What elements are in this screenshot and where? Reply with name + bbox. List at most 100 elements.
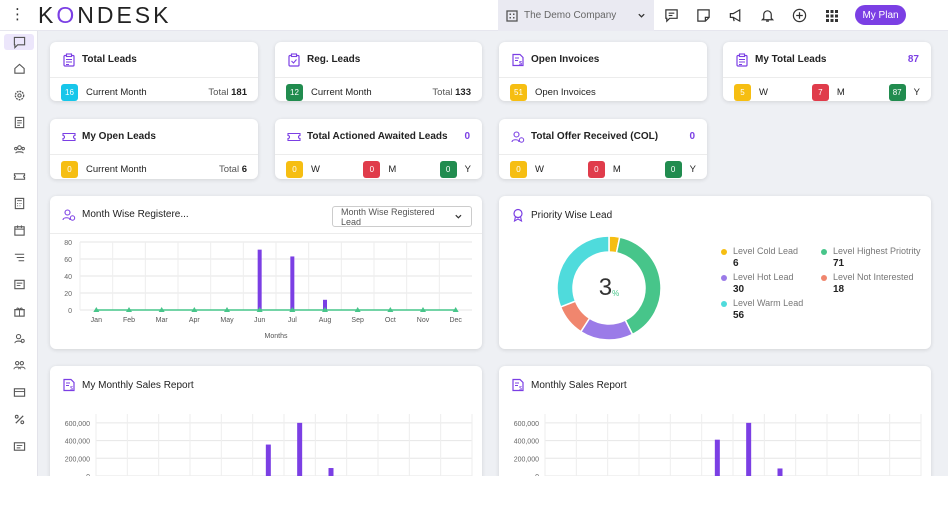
sidebar-item-chat[interactable]: [4, 34, 34, 50]
legend-item[interactable]: Level Hot Lead 30: [721, 272, 794, 295]
sidebar-item-users[interactable]: [11, 141, 27, 157]
list-icon: [14, 253, 24, 261]
plus-circle-icon[interactable]: [790, 6, 809, 25]
megaphone-icon[interactable]: [726, 6, 745, 25]
user-offer-icon: [62, 208, 76, 221]
chat-icon[interactable]: [662, 6, 681, 25]
sidebar-item-home[interactable]: [11, 60, 27, 76]
card-total-leads[interactable]: Total Leads 16 Current Month Total 181: [50, 42, 258, 101]
line-point: [289, 307, 296, 312]
period-label: W: [535, 163, 544, 175]
sidebar-item-calculator[interactable]: [11, 195, 27, 211]
priority-wise-panel: Priority Wise Lead 3% Level Cold Lead 6 Le…: [499, 196, 931, 349]
sidebar-item-cards[interactable]: [11, 384, 27, 400]
sidebar-item-calendar[interactable]: [11, 222, 27, 238]
y-tick-label: 600,000: [514, 421, 539, 428]
card-reg-leads[interactable]: Reg. Leads 12 Current Month Total 133: [275, 42, 482, 101]
donut-slice: [615, 236, 662, 336]
ticket-icon: [287, 132, 301, 141]
sidebar-item-invoices[interactable]: [11, 276, 27, 292]
period-label: Y: [464, 163, 471, 175]
count-badge: 0: [510, 160, 527, 178]
logo-part: K: [38, 2, 57, 28]
panel-header: $ My Monthly Sales Report: [50, 366, 482, 404]
card-count: 87: [907, 54, 919, 65]
x-tick-label: Mar: [156, 317, 169, 324]
monthly-sales-panel: $ Monthly Sales Report 0 200,000 400,000 60…: [499, 366, 931, 476]
sidebar-item-documents[interactable]: [11, 114, 27, 130]
award-icon: [513, 208, 523, 222]
grid-icon[interactable]: [822, 6, 841, 25]
menu-icon[interactable]: ⋮: [10, 6, 25, 23]
bar: [328, 468, 334, 476]
total-label: Total: [218, 163, 240, 175]
card-title: Total Actioned Awaited Leads: [307, 131, 448, 142]
bar: [714, 439, 720, 476]
y-tick-label: 40: [64, 274, 72, 281]
chevron-down-icon: [455, 214, 462, 219]
sidebar-item-settings[interactable]: [11, 87, 27, 103]
sidebar-item-people[interactable]: [11, 357, 27, 373]
count-badge: 51: [510, 83, 527, 101]
count-badge: 0: [61, 160, 78, 178]
company-selector[interactable]: The Demo Company: [498, 0, 654, 31]
card-title: My Total Leads: [755, 54, 827, 65]
clipboard-icon: [736, 52, 748, 67]
clipboard-icon: [63, 52, 75, 67]
card-icon: [13, 387, 25, 397]
panel-title: Monthly Sales Report: [531, 379, 627, 391]
legend-item[interactable]: Level Warm Lead 56: [721, 298, 803, 321]
count-badge: 16: [61, 83, 78, 101]
count-badge: 0: [439, 160, 457, 178]
sidebar-item-discounts[interactable]: [11, 411, 27, 427]
panel-title: Priority Wise Lead: [531, 209, 613, 221]
y-tick-label: 20: [64, 291, 72, 298]
period-label: Current Month: [86, 163, 147, 175]
bell-icon[interactable]: [758, 6, 777, 25]
my-monthly-sales-panel: $ My Monthly Sales Report 0 200,000 400,00…: [50, 366, 482, 476]
ticket-icon: [62, 132, 76, 141]
legend-dot: [821, 274, 827, 281]
user-group-icon: [13, 333, 25, 343]
my-monthly-sales-chart: 0 200,000 400,000 600,000: [65, 414, 473, 476]
ticket-icon: [13, 172, 25, 180]
sidebar-item-contacts[interactable]: [11, 330, 27, 346]
legend-item[interactable]: Level Highest Priotrity 71: [821, 246, 921, 269]
card-my-open-leads[interactable]: My Open Leads 0 Current Month Total 6: [50, 119, 258, 179]
building-icon: [506, 9, 518, 22]
panel-header: $ Monthly Sales Report: [499, 366, 931, 404]
bar: [746, 422, 752, 476]
note-icon[interactable]: [694, 6, 713, 25]
legend-item[interactable]: Level Not Interested 18: [821, 272, 914, 295]
count-badge: 12: [286, 83, 303, 101]
sidebar-item-tickets[interactable]: [11, 168, 27, 184]
sidebar-item-receipts[interactable]: [11, 438, 27, 454]
my-plan-button[interactable]: My Plan: [855, 5, 906, 25]
bar: [297, 422, 303, 476]
logo[interactable]: KONDESK: [38, 3, 171, 27]
line-point: [191, 307, 198, 312]
legend-label: Level Cold Lead: [733, 246, 799, 256]
line-point: [93, 307, 100, 312]
sidebar-item-list[interactable]: [11, 249, 27, 265]
period-label: M: [836, 86, 845, 98]
bar: [323, 299, 327, 310]
total-label: Total: [208, 86, 229, 98]
chart-type-select[interactable]: Month Wise Registered Lead: [332, 206, 472, 227]
legend-value: 6: [733, 258, 739, 269]
y-tick-label: 0: [68, 308, 72, 315]
x-tick-label: Aug: [319, 317, 332, 324]
card-open-invoices[interactable]: $ Open Invoices 51 Open Invoices: [499, 42, 707, 101]
count-badge: 0: [587, 160, 605, 178]
legend-item[interactable]: Level Cold Lead 6: [721, 246, 798, 269]
sidebar-item-gifts[interactable]: [11, 303, 27, 319]
bar: [257, 249, 262, 310]
y-tick-label: 200,000: [65, 456, 90, 463]
total-value: 6: [241, 163, 247, 175]
